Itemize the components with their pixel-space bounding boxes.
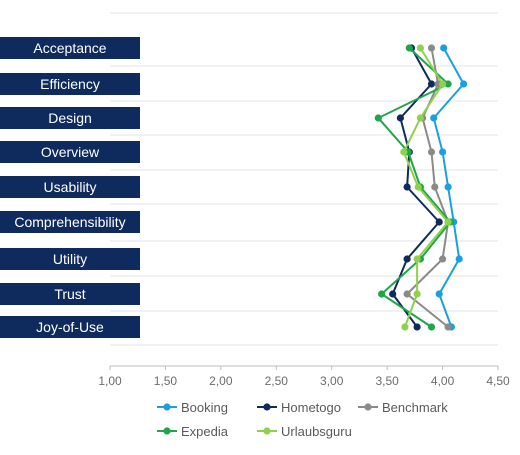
data-point bbox=[444, 183, 452, 191]
category-overview: Overview bbox=[0, 141, 140, 163]
data-point bbox=[405, 44, 413, 52]
legend-label: Urlaubsguru bbox=[281, 424, 352, 439]
category-box bbox=[0, 283, 140, 305]
category-label: Overview bbox=[41, 144, 100, 160]
data-point bbox=[439, 148, 447, 156]
series-line-benchmark bbox=[406, 47, 450, 328]
data-point bbox=[430, 114, 438, 122]
category-label: Acceptance bbox=[33, 40, 106, 56]
category-label: Design bbox=[48, 110, 92, 126]
legend-item-booking: Booking bbox=[157, 400, 228, 415]
category-comprehensibility: Comprehensibility bbox=[0, 211, 140, 233]
data-point bbox=[403, 290, 411, 298]
data-point bbox=[427, 148, 436, 156]
category-box bbox=[0, 141, 140, 163]
x-tick-label: 3,00 bbox=[320, 374, 344, 388]
data-point bbox=[460, 80, 468, 88]
data-point bbox=[431, 183, 439, 191]
category-acceptance: Acceptance bbox=[0, 37, 140, 59]
data-point bbox=[444, 80, 452, 88]
legend-label: Expedia bbox=[181, 424, 229, 439]
category-label: Joy-of-Use bbox=[36, 319, 104, 335]
category-label: Utility bbox=[53, 251, 87, 267]
data-point bbox=[389, 290, 397, 298]
x-tick-label: 1,50 bbox=[154, 374, 178, 388]
legend: Booking Hometogo Benchmark Expedia Urlaubsgu… bbox=[157, 400, 448, 439]
x-axis: 1,00 1,50 2,00 2,50 3,00 3,50 4,00 4,50 bbox=[98, 365, 510, 388]
category-usability: Usability bbox=[0, 176, 140, 198]
category-efficiency: Efficiency bbox=[0, 73, 140, 95]
category-design: Design bbox=[0, 107, 140, 129]
data-point bbox=[440, 44, 448, 52]
data-point bbox=[444, 323, 452, 331]
data-point bbox=[416, 44, 424, 52]
series-layer bbox=[374, 44, 468, 331]
category-label: Efficiency bbox=[40, 76, 100, 92]
data-point bbox=[439, 80, 447, 88]
data-point bbox=[403, 255, 411, 263]
data-point bbox=[455, 255, 463, 263]
category-trust: Trust bbox=[0, 283, 140, 305]
data-point bbox=[413, 290, 421, 298]
x-tick-label: 1,00 bbox=[98, 374, 122, 388]
data-point bbox=[444, 218, 452, 226]
data-point bbox=[413, 255, 421, 263]
data-point bbox=[400, 148, 408, 156]
legend-swatch-marker bbox=[163, 403, 171, 411]
legend-label: Hometogo bbox=[281, 400, 341, 415]
x-tick-label: 3,50 bbox=[375, 374, 399, 388]
x-tick-label: 2,00 bbox=[209, 374, 233, 388]
data-point bbox=[439, 255, 447, 263]
legend-item-urlaubsguru: Urlaubsguru bbox=[257, 424, 352, 439]
category-label: Comprehensibility bbox=[14, 214, 125, 230]
data-point bbox=[374, 114, 382, 122]
legend-label: Benchmark bbox=[382, 400, 448, 415]
data-point bbox=[401, 323, 409, 331]
category-box bbox=[0, 73, 140, 95]
category-box bbox=[0, 211, 140, 233]
category-labels: Acceptance Efficiency Design Overview Usabil… bbox=[0, 37, 140, 338]
data-point bbox=[414, 183, 422, 191]
category-label: Usability bbox=[44, 179, 97, 195]
category-box bbox=[0, 316, 140, 338]
data-point bbox=[378, 290, 386, 298]
x-tick-label: 4,00 bbox=[431, 374, 455, 388]
grid-layer bbox=[110, 12, 498, 346]
legend-swatch-marker bbox=[263, 403, 271, 411]
x-tick-label: 4,50 bbox=[486, 374, 510, 388]
category-box bbox=[0, 107, 140, 129]
data-point bbox=[403, 183, 411, 191]
legend-item-benchmark: Benchmark bbox=[358, 400, 448, 415]
legend-item-hometogo: Hometogo bbox=[257, 400, 341, 415]
category-joy-of-use: Joy-of-Use bbox=[0, 316, 140, 338]
data-point bbox=[413, 323, 421, 331]
data-point bbox=[427, 80, 436, 88]
legend-swatch-marker bbox=[163, 427, 171, 435]
category-box bbox=[0, 37, 140, 59]
category-box bbox=[0, 176, 140, 198]
series-hometogo bbox=[389, 44, 443, 331]
data-point bbox=[396, 114, 404, 122]
legend-swatch-marker bbox=[263, 427, 271, 435]
legend-label: Booking bbox=[181, 400, 228, 415]
data-point bbox=[435, 218, 443, 226]
data-point bbox=[427, 44, 436, 52]
data-point bbox=[435, 290, 443, 298]
series-urlaubsguru bbox=[400, 44, 452, 331]
category-utility: Utility bbox=[0, 248, 140, 270]
data-point bbox=[416, 114, 424, 122]
category-box bbox=[0, 248, 140, 270]
data-point bbox=[427, 323, 436, 331]
category-label: Trust bbox=[54, 286, 85, 302]
legend-swatch-marker bbox=[364, 403, 372, 411]
x-tick-label: 2,50 bbox=[265, 374, 289, 388]
legend-item-expedia: Expedia bbox=[157, 424, 229, 439]
